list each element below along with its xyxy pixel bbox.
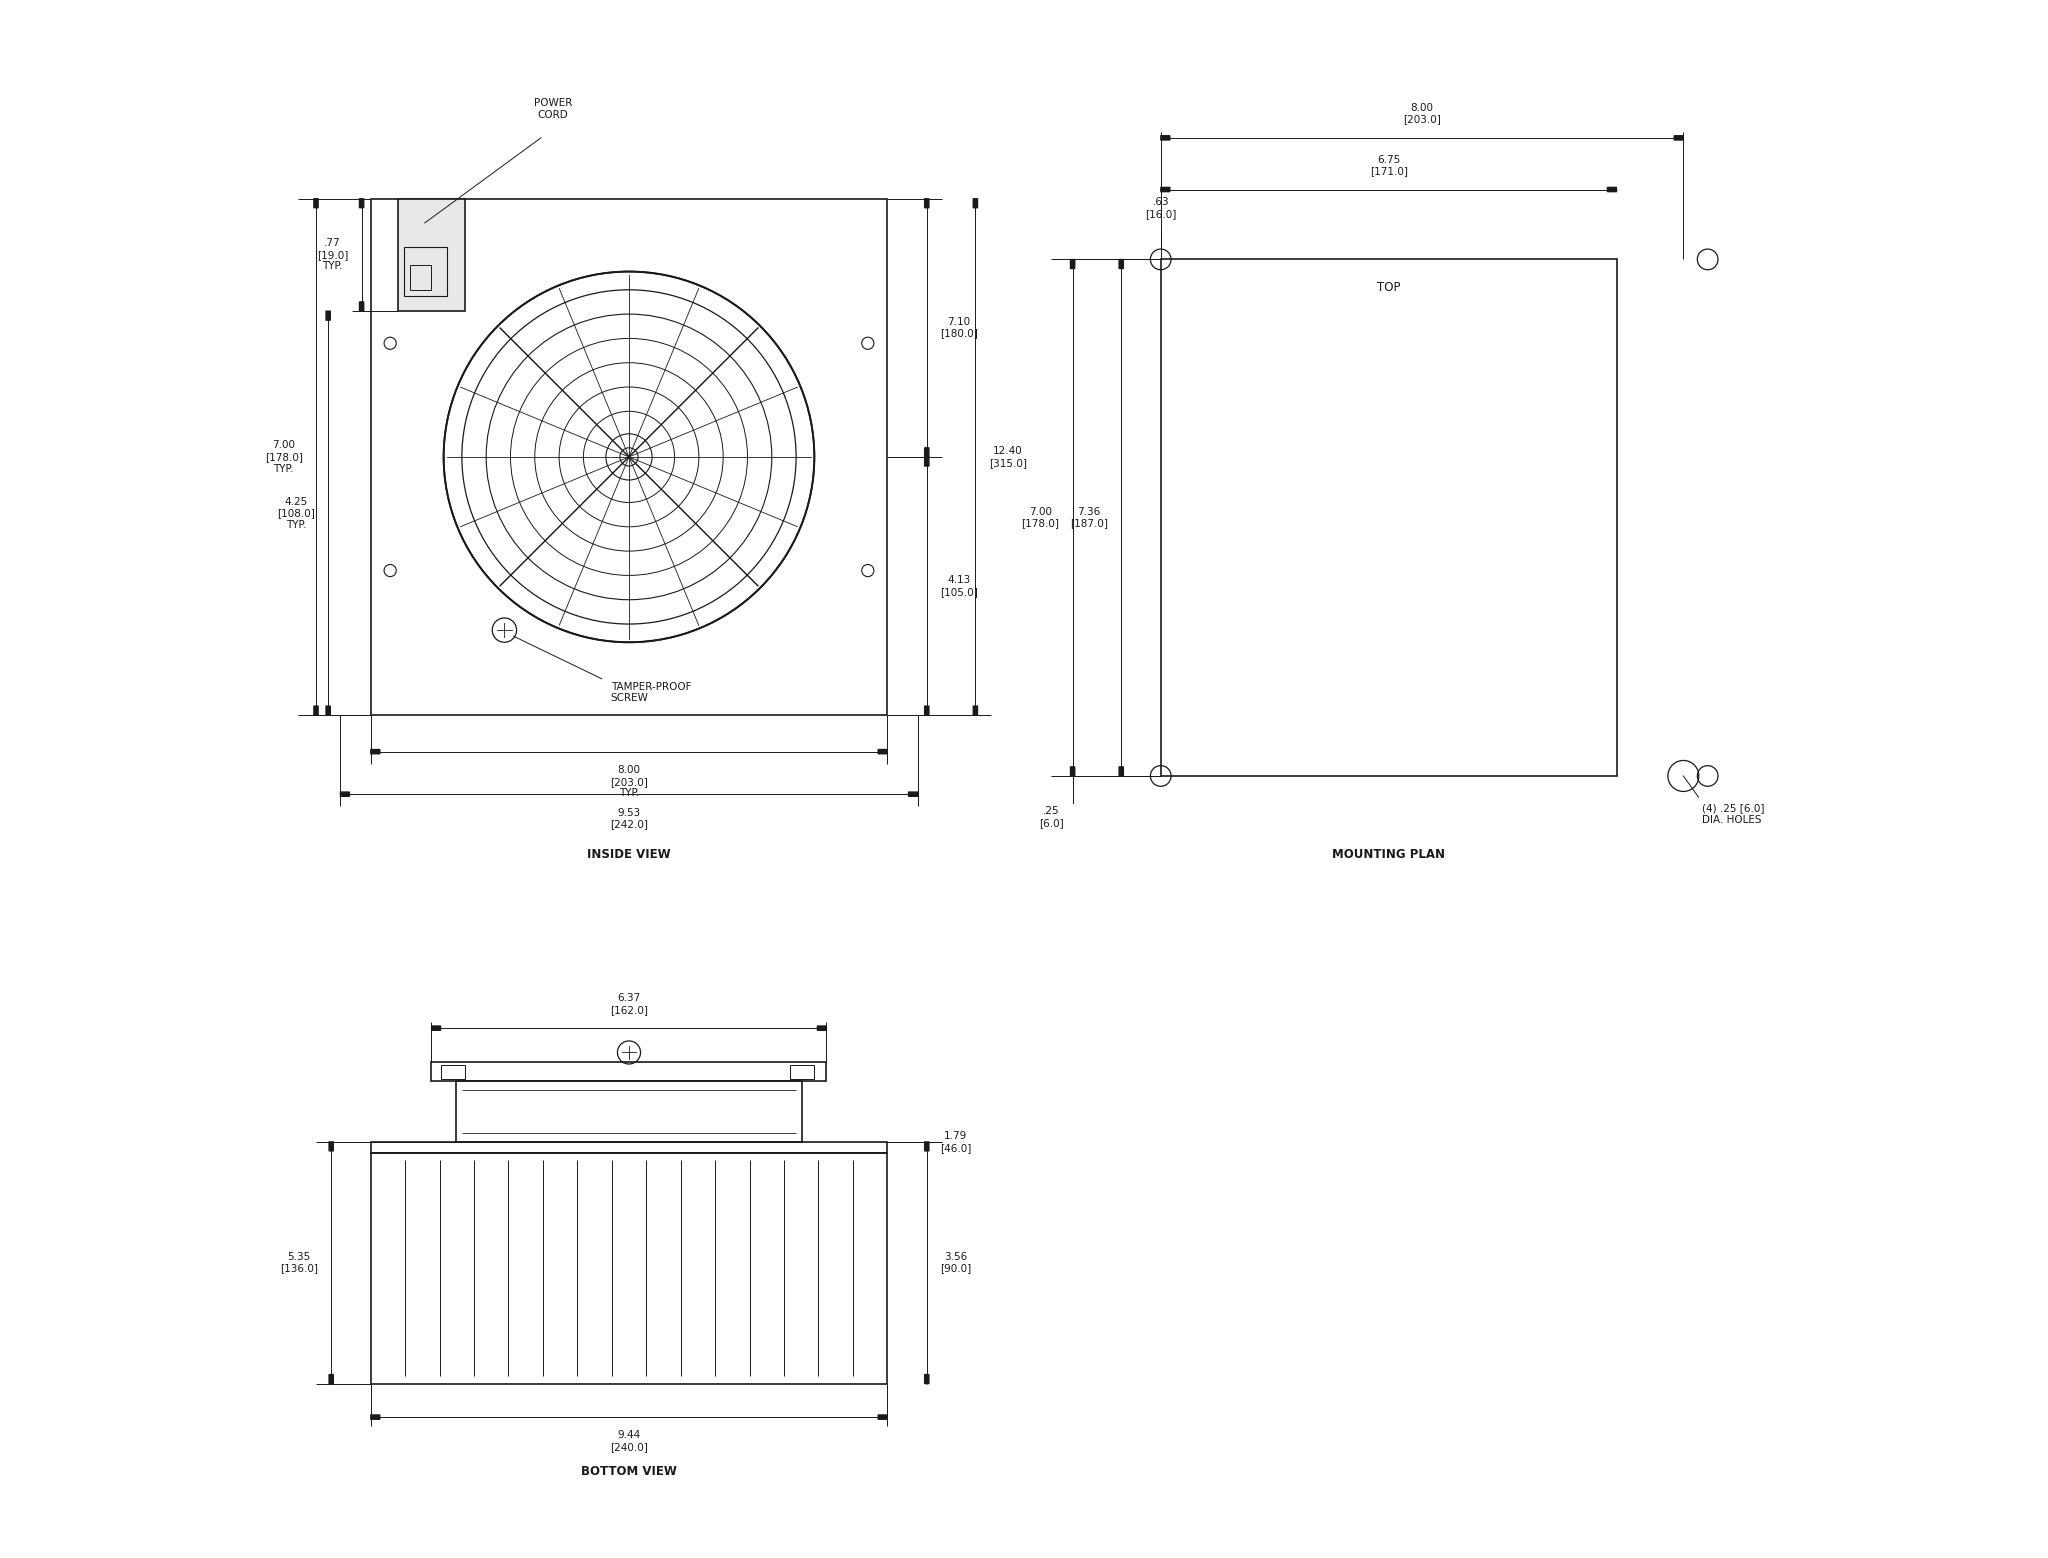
Bar — [1161, 259, 1616, 776]
FancyArrow shape — [817, 1027, 827, 1030]
Text: POWER
CORD: POWER CORD — [535, 98, 571, 120]
FancyArrow shape — [340, 791, 350, 796]
FancyArrow shape — [879, 749, 887, 754]
FancyArrow shape — [1608, 187, 1616, 192]
FancyArrow shape — [326, 312, 330, 321]
Text: .63
[16.0]: .63 [16.0] — [1145, 198, 1176, 218]
Text: TAMPER-PROOF
SCREW: TAMPER-PROOF SCREW — [610, 682, 692, 703]
FancyArrow shape — [432, 1027, 440, 1030]
Bar — [432, 1061, 827, 1081]
Text: .25
[6.0]: .25 [6.0] — [1038, 807, 1063, 827]
Bar — [371, 198, 887, 715]
Text: BOTTOM VIEW: BOTTOM VIEW — [582, 1465, 678, 1479]
FancyArrow shape — [330, 1142, 334, 1151]
FancyArrow shape — [313, 706, 317, 715]
Bar — [371, 1153, 887, 1384]
FancyArrow shape — [924, 447, 930, 456]
Text: 8.00
[203.0]: 8.00 [203.0] — [1403, 103, 1442, 125]
FancyArrow shape — [371, 1415, 379, 1419]
FancyArrow shape — [1675, 136, 1683, 140]
FancyArrow shape — [1118, 767, 1124, 776]
Text: 9.53
[242.0]: 9.53 [242.0] — [610, 807, 647, 829]
Text: INSIDE VIEW: INSIDE VIEW — [588, 849, 672, 862]
Bar — [440, 1066, 465, 1078]
Text: 12.40
[315.0]: 12.40 [315.0] — [989, 446, 1026, 467]
Text: 7.00
[178.0]: 7.00 [178.0] — [1022, 506, 1059, 528]
FancyArrow shape — [326, 706, 330, 715]
Text: TOP: TOP — [1376, 280, 1401, 293]
FancyArrow shape — [1071, 767, 1075, 776]
Text: .77
[19.0]
TYP.: .77 [19.0] TYP. — [317, 238, 348, 271]
FancyArrow shape — [360, 199, 365, 207]
Text: 5.35
[136.0]: 5.35 [136.0] — [281, 1253, 317, 1273]
Text: 4.25
[108.0]
TYP.: 4.25 [108.0] TYP. — [276, 497, 315, 530]
FancyArrow shape — [1118, 260, 1124, 268]
FancyArrow shape — [360, 302, 365, 312]
Text: 6.75
[171.0]: 6.75 [171.0] — [1370, 154, 1407, 176]
Text: MOUNTING PLAN: MOUNTING PLAN — [1331, 849, 1446, 862]
FancyArrow shape — [313, 199, 317, 207]
FancyArrow shape — [973, 199, 977, 207]
Text: 9.44
[240.0]: 9.44 [240.0] — [610, 1430, 647, 1452]
Text: 7.36
[187.0]: 7.36 [187.0] — [1069, 506, 1108, 528]
Text: 3.56
[90.0]: 3.56 [90.0] — [940, 1253, 971, 1273]
FancyArrow shape — [924, 199, 930, 207]
Text: 1.79
[46.0]: 1.79 [46.0] — [940, 1131, 971, 1153]
FancyArrow shape — [973, 706, 977, 715]
Text: 4.13
[105.0]: 4.13 [105.0] — [940, 575, 979, 597]
FancyArrow shape — [1071, 260, 1075, 268]
FancyArrow shape — [1161, 187, 1169, 192]
Bar — [457, 1081, 803, 1142]
Bar — [410, 265, 432, 290]
FancyArrow shape — [330, 1374, 334, 1384]
Text: 8.00
[203.0]
TYP.: 8.00 [203.0] TYP. — [610, 765, 647, 798]
Bar — [397, 198, 465, 312]
FancyArrow shape — [1161, 136, 1169, 140]
FancyArrow shape — [924, 706, 930, 715]
Text: 7.00
[178.0]
TYP.: 7.00 [178.0] TYP. — [264, 441, 303, 474]
FancyArrow shape — [924, 1142, 930, 1151]
Text: (4) .25 [6.0]
DIA. HOLES: (4) .25 [6.0] DIA. HOLES — [1702, 804, 1763, 824]
Bar — [791, 1066, 815, 1078]
FancyArrow shape — [879, 1415, 887, 1419]
FancyArrow shape — [924, 456, 930, 466]
FancyArrow shape — [909, 791, 918, 796]
Text: 6.37
[162.0]: 6.37 [162.0] — [610, 992, 647, 1014]
FancyArrow shape — [371, 749, 379, 754]
Bar — [403, 248, 446, 296]
FancyArrow shape — [924, 1374, 930, 1384]
Text: 7.10
[180.0]: 7.10 [180.0] — [940, 316, 979, 338]
Bar — [371, 1142, 887, 1153]
